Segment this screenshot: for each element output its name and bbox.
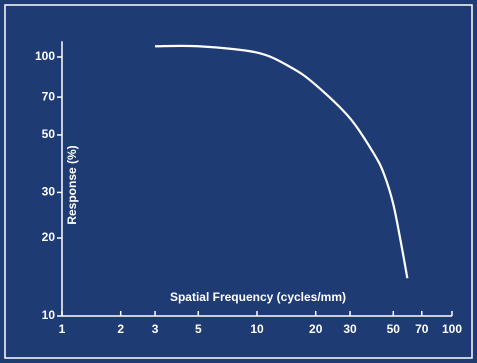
y-tick-label: 30 bbox=[42, 185, 56, 199]
x-tick-label: 3 bbox=[152, 322, 159, 336]
frame bbox=[4, 4, 473, 359]
y-tick-label: 100 bbox=[35, 49, 55, 63]
x-axis-label: Spatial Frequency (cycles/mm) bbox=[170, 290, 346, 304]
y-tick-label: 20 bbox=[42, 230, 56, 244]
x-tick-label: 50 bbox=[387, 322, 401, 336]
x-tick-label: 100 bbox=[442, 322, 462, 336]
y-tick-label: 10 bbox=[42, 308, 56, 322]
x-tick-label: 30 bbox=[343, 322, 357, 336]
x-tick-label: 1 bbox=[59, 322, 66, 336]
line bbox=[155, 44, 409, 279]
x-tick-label: 20 bbox=[309, 322, 323, 336]
x-tick-label: 10 bbox=[250, 322, 264, 336]
x-tick-label: 5 bbox=[195, 322, 202, 336]
y-tick-label: 50 bbox=[42, 127, 56, 141]
y-axis-label: Response (%) bbox=[65, 145, 79, 224]
x-tick-label: 70 bbox=[415, 322, 429, 336]
x-tick-label: 2 bbox=[117, 322, 124, 336]
y-tick-label: 70 bbox=[42, 89, 56, 103]
